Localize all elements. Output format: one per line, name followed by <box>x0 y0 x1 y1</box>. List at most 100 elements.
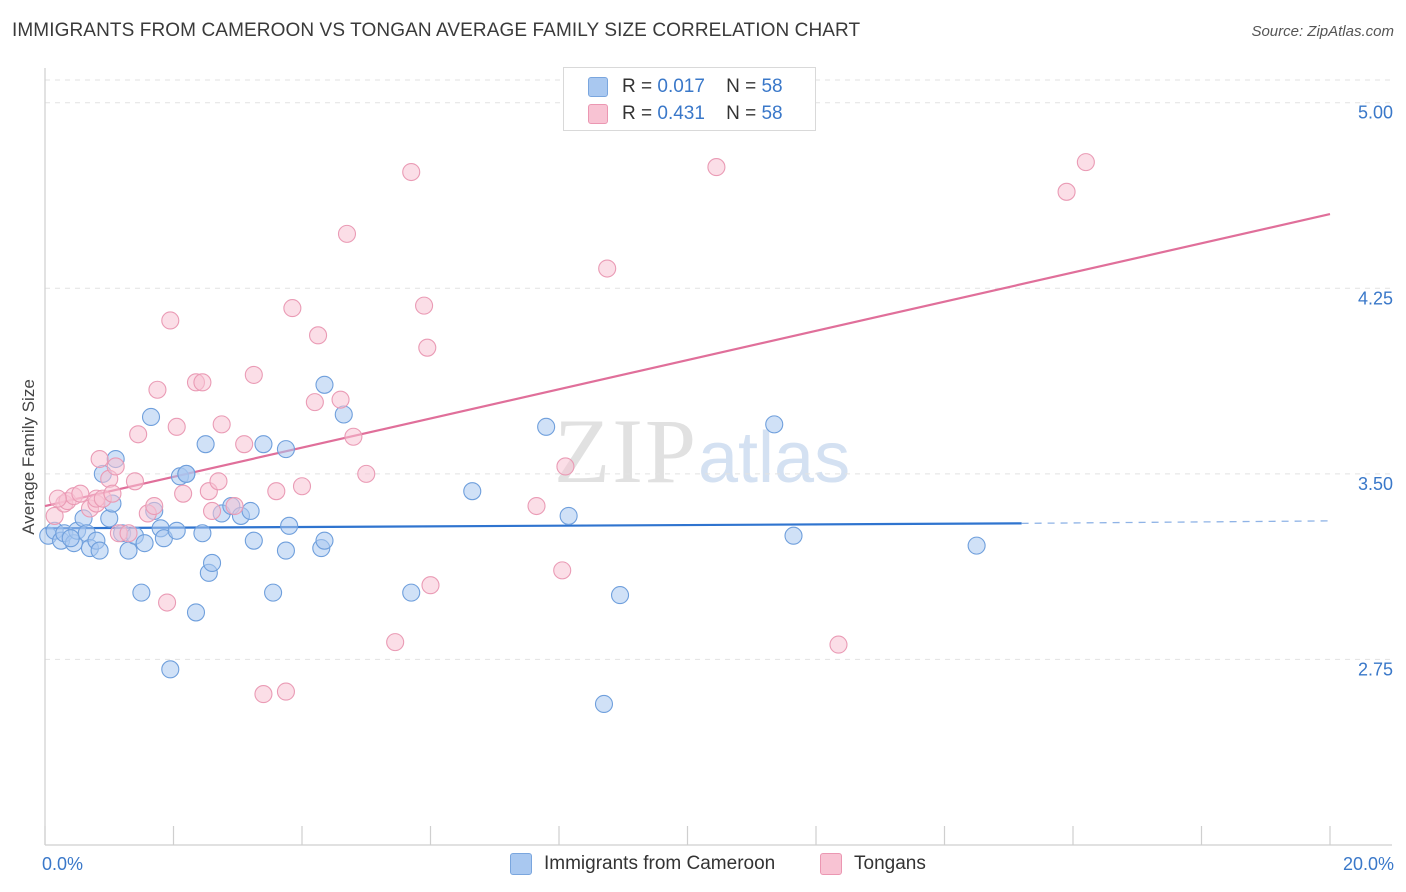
point-tongans <box>48 489 67 508</box>
point-tongans <box>167 417 186 436</box>
point-cameroon <box>177 464 196 483</box>
point-cameroon <box>594 694 614 714</box>
legend-row-tongans: R = 0.431 N = 58 <box>588 101 783 127</box>
point-cameroon <box>100 509 119 528</box>
point-cameroon <box>167 521 186 540</box>
point-cameroon <box>186 603 206 622</box>
point-tongans <box>1057 182 1076 201</box>
source-credit: Source: ZipAtlas.com <box>1251 23 1394 40</box>
point-tongans <box>1076 153 1095 172</box>
point-cameroon <box>161 660 180 679</box>
legend-r-label: R = <box>622 76 653 97</box>
point-tongans <box>71 484 90 503</box>
trend-lines <box>44 213 1331 530</box>
y-tick-label: 5.00 <box>1358 103 1393 123</box>
point-cameroon <box>463 482 482 501</box>
point-tongans <box>203 501 222 521</box>
point-cameroon <box>264 583 283 602</box>
point-tongans <box>276 682 295 701</box>
bottom-legend-swatch-tongans <box>820 853 842 875</box>
legend-n-label: N = <box>726 103 757 124</box>
point-tongans <box>305 393 324 412</box>
y-tick-label: 3.50 <box>1358 474 1393 494</box>
legend-r-value: 0.017 <box>657 76 705 97</box>
point-tongans <box>129 425 148 444</box>
point-cameroon <box>315 375 334 394</box>
point-tongans <box>235 435 254 454</box>
point-tongans <box>161 311 180 330</box>
point-cameroon <box>280 516 299 535</box>
y-tick-label: 4.25 <box>1358 288 1393 308</box>
point-cameroon <box>276 440 295 459</box>
point-tongans <box>209 472 228 491</box>
point-tongans <box>309 326 328 345</box>
x-tick-label: 20.0% <box>1343 854 1394 874</box>
point-cameroon <box>61 529 80 548</box>
legend-n-value: 58 <box>761 76 783 97</box>
legend-r-value: 0.431 <box>657 103 705 124</box>
point-tongans <box>357 464 376 483</box>
point-cameroon <box>610 586 630 605</box>
point-cameroon <box>244 531 263 550</box>
tick-labels: 2.75 3.50 4.25 5.00 0.0% 20.0% Average Family … <box>19 103 1394 874</box>
point-tongans <box>254 685 273 704</box>
y-axis-title: Average Family Size <box>19 379 38 535</box>
point-tongans <box>707 158 726 177</box>
point-tongans <box>45 506 64 525</box>
point-tongans <box>119 524 138 543</box>
point-tongans <box>402 162 421 182</box>
point-cameroon <box>315 531 334 550</box>
point-tongans <box>212 415 231 434</box>
legend-n-value: 58 <box>761 103 783 124</box>
point-cameroon <box>193 524 212 543</box>
data-points <box>39 153 1095 714</box>
point-tongans <box>174 484 193 503</box>
watermark-zip: ZIP <box>554 400 698 502</box>
point-tongans <box>829 635 848 654</box>
point-cameroon <box>241 501 260 521</box>
legend-n-label: N = <box>726 76 757 97</box>
point-cameroon <box>141 407 161 427</box>
stats-legend: R = 0.017 N = 58 R = 0.431 N = 58 <box>563 67 816 131</box>
point-cameroon <box>196 435 215 454</box>
point-tongans <box>418 338 437 357</box>
point-tongans <box>125 472 144 491</box>
point-tongans <box>527 496 546 516</box>
point-cameroon <box>559 506 578 525</box>
point-tongans <box>331 390 350 409</box>
legend-swatch-tongans <box>588 104 608 124</box>
point-tongans <box>103 484 122 503</box>
point-tongans <box>106 457 125 476</box>
point-tongans <box>225 496 244 516</box>
point-tongans <box>90 449 109 469</box>
point-tongans <box>193 373 212 392</box>
trend-line-tongans <box>44 213 1331 508</box>
point-cameroon <box>254 435 273 454</box>
point-tongans <box>267 482 286 501</box>
point-cameroon <box>967 536 986 555</box>
chart-title: IMMIGRANTS FROM CAMEROON VS TONGAN AVERA… <box>12 20 861 41</box>
point-tongans <box>598 259 617 278</box>
bottom-legend-cameroon[interactable]: Immigrants from Cameroon <box>510 851 775 877</box>
watermark: ZIPatlas <box>554 398 850 504</box>
point-tongans <box>556 457 575 476</box>
trend-line-cameroon <box>44 522 1022 530</box>
point-cameroon <box>537 417 556 436</box>
point-tongans <box>344 427 363 446</box>
bottom-legend-label-cameroon: Immigrants from Cameroon <box>544 853 776 874</box>
y-tick-label: 2.75 <box>1358 659 1393 679</box>
point-tongans <box>421 576 440 595</box>
bottom-legend-tongans[interactable]: Tongans <box>820 851 926 877</box>
bottom-legend-swatch-cameroon <box>510 853 532 875</box>
legend-row-cameroon: R = 0.017 N = 58 <box>588 74 783 100</box>
point-tongans <box>415 296 434 315</box>
point-tongans <box>292 477 312 496</box>
point-cameroon <box>784 526 803 545</box>
point-cameroon <box>765 415 784 434</box>
point-tongans <box>244 365 263 384</box>
x-tick-label: 0.0% <box>42 854 83 874</box>
legend-r-label: R = <box>622 103 653 124</box>
legend-swatch-cameroon <box>588 77 608 97</box>
point-tongans <box>145 496 164 516</box>
